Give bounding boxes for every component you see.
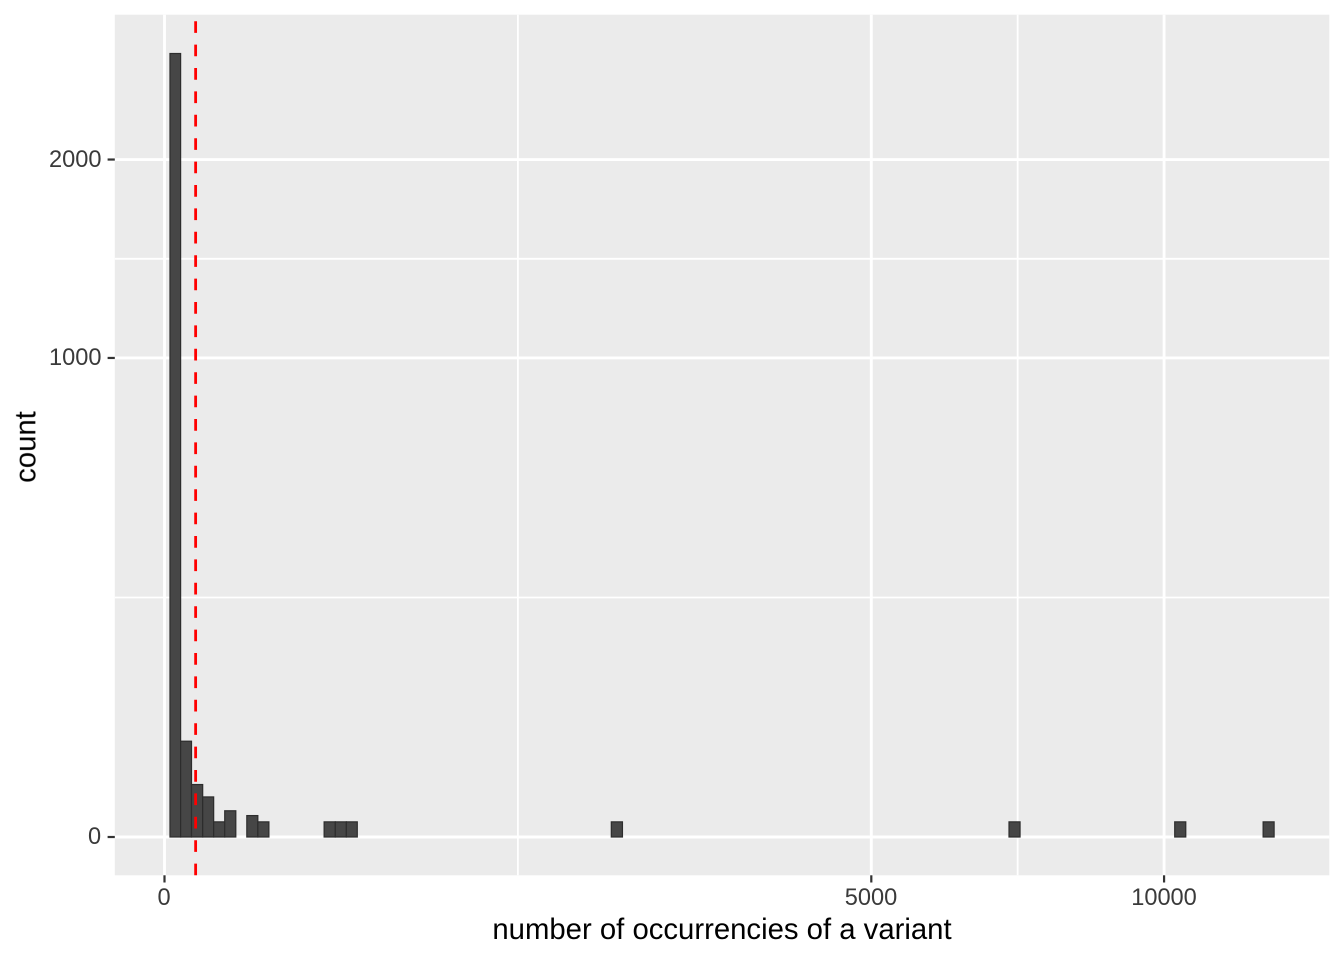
- x-tick-label-10000: 10000: [1131, 884, 1197, 911]
- y-tick-label-2000: 2000: [49, 146, 102, 173]
- x-axis-title: number of occurrencies of a variant: [492, 912, 952, 946]
- plot-panel: [114, 14, 1330, 876]
- y-axis-title: count: [8, 410, 42, 483]
- histogram-bars: [169, 52, 1275, 838]
- y-tick-label-0: 0: [88, 824, 102, 851]
- y-tick-label-1000: 1000: [49, 345, 102, 372]
- x-tick-label-5000: 5000: [845, 884, 898, 911]
- axis-tick-marks: [107, 158, 1166, 883]
- x-tick-label-0: 0: [157, 884, 172, 911]
- major-gridlines: [114, 14, 1330, 876]
